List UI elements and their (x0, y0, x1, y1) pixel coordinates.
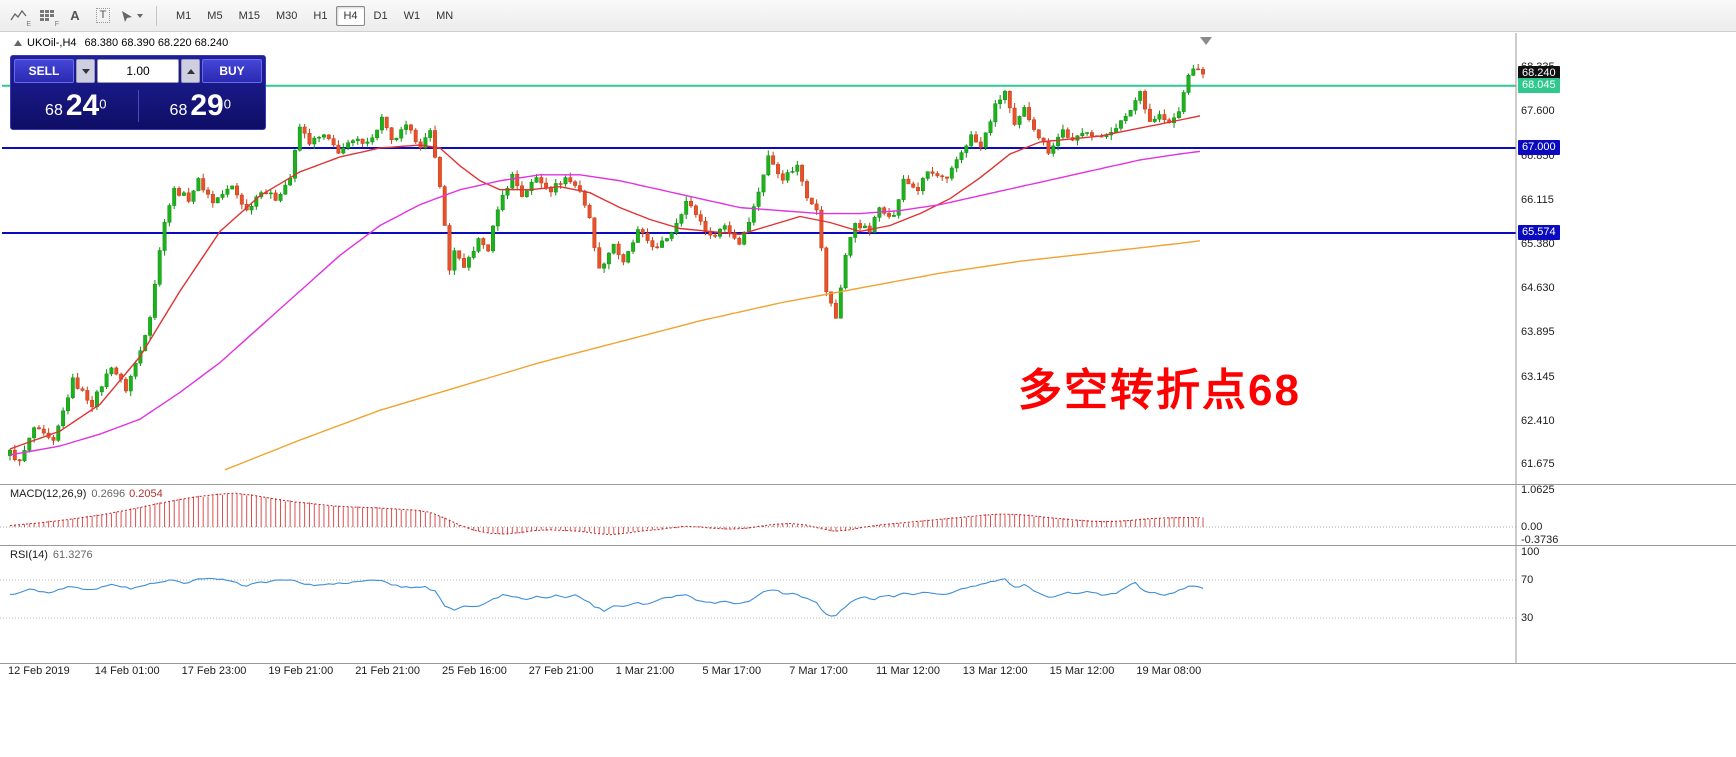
chevron-down-icon (136, 13, 143, 18)
label-tool-icon[interactable]: T (90, 4, 116, 28)
letter-t-icon: T (95, 8, 111, 23)
bid-point: 0 (99, 96, 107, 112)
tf-button-H1[interactable]: H1 (306, 6, 334, 26)
ask-point: 0 (223, 96, 231, 112)
tf-button-M5[interactable]: M5 (200, 6, 229, 26)
bid-price[interactable]: 68 240 (14, 89, 138, 123)
ask-price[interactable]: 68 290 (139, 89, 263, 123)
buy-button[interactable]: BUY (202, 59, 262, 83)
ask-int: 68 (169, 102, 188, 119)
expert-chart-icon[interactable]: E (6, 4, 32, 28)
grid-icon (40, 9, 54, 21)
ask-pips: 29 (190, 89, 224, 122)
tf-button-W1[interactable]: W1 (397, 6, 428, 26)
volume-increase-button[interactable] (181, 59, 200, 83)
grid-list-icon[interactable]: F (34, 4, 60, 28)
icon-subscript-e: E (26, 20, 31, 28)
timeframe-toolbar: M1 M5 M15 M30 H1 H4 D1 W1 MN (169, 5, 460, 26)
letter-a-icon: A (70, 8, 80, 23)
top-toolbar: E F A T M1 M5 M15 M30 H1 H4 D1 W1 MN (0, 0, 1736, 32)
bid-int: 68 (45, 102, 63, 119)
zigzag-line-icon (10, 9, 27, 20)
cursor-tool-icon[interactable] (118, 4, 144, 28)
tf-button-D1[interactable]: D1 (367, 6, 395, 26)
tf-button-M30[interactable]: M30 (269, 6, 304, 26)
tf-button-M1[interactable]: M1 (169, 6, 198, 26)
trade-controls-row: SELL BUY (14, 59, 262, 83)
toolbar-separator (156, 5, 157, 26)
tf-button-M15[interactable]: M15 (232, 6, 267, 26)
bid-ask-display: 68 240 68 290 (14, 86, 262, 126)
chevron-up-icon (186, 68, 195, 74)
text-tool-icon[interactable]: A (62, 4, 88, 28)
price-divider (137, 90, 139, 122)
volume-decrease-button[interactable] (76, 59, 95, 83)
tf-button-H4[interactable]: H4 (336, 5, 365, 26)
sell-button[interactable]: SELL (14, 59, 74, 83)
icon-subscript-f: F (54, 20, 59, 28)
bid-pips: 24 (65, 89, 100, 122)
chevron-down-icon (81, 68, 90, 74)
tf-button-MN[interactable]: MN (429, 6, 460, 26)
chart-shift-marker[interactable] (1200, 37, 1212, 45)
volume-input[interactable] (97, 59, 179, 83)
arrow-cursor-icon (121, 10, 132, 22)
